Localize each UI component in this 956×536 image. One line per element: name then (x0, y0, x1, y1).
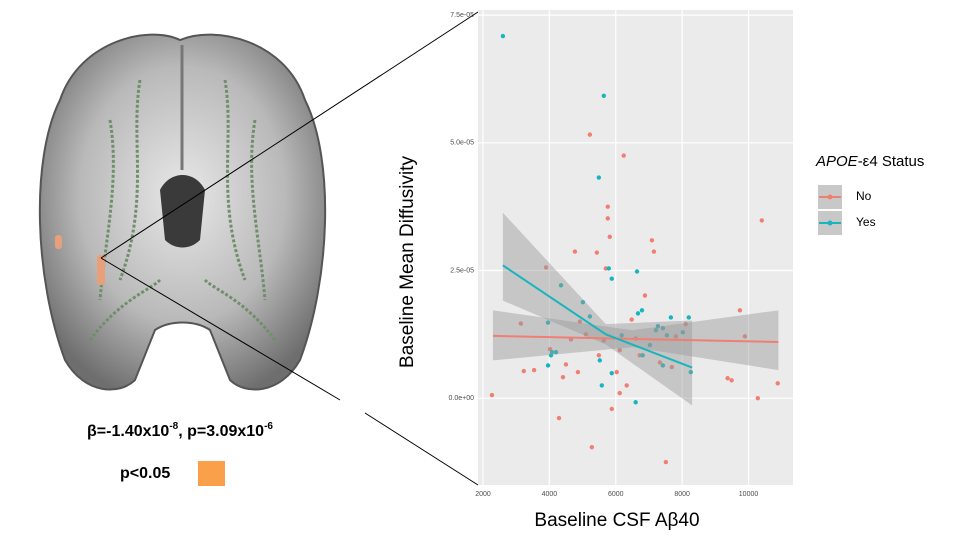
legend-label: No (856, 189, 872, 203)
point (652, 249, 656, 253)
x-axis-label: Baseline CSF Aβ40 (534, 510, 699, 531)
point (615, 370, 619, 374)
legend-dot (828, 221, 833, 226)
x-tick-label: 2000 (475, 491, 491, 498)
point (760, 218, 764, 222)
point (490, 393, 494, 397)
x-tick-label: 8000 (674, 491, 690, 498)
legend-dot (828, 195, 833, 200)
point (635, 269, 639, 273)
point (598, 358, 602, 362)
point (546, 363, 550, 367)
threshold-label: p<0.05 (120, 465, 170, 482)
x-tick-label: 4000 (542, 491, 558, 498)
point (557, 416, 561, 420)
p-exp: -6 (264, 421, 273, 432)
y-tick-label: 0.0e+00 (449, 395, 475, 402)
point (636, 311, 640, 315)
point (650, 238, 654, 242)
point (729, 378, 733, 382)
figure: β=-1.40x10-8, p=3.09x10-6 p<0.05 0.0e+00… (0, 0, 956, 531)
beta-text: β=-1.40x10 (87, 423, 169, 440)
point (725, 376, 729, 380)
point (622, 153, 626, 157)
point (588, 132, 592, 136)
point (756, 396, 760, 400)
point (607, 266, 611, 270)
point (669, 315, 673, 319)
legend-title-rest: -ε4 Status (858, 153, 925, 170)
point (564, 362, 568, 366)
legend-title: APOE-ε4 Status (815, 153, 924, 170)
point (597, 353, 601, 357)
brain-image (40, 35, 325, 390)
point (610, 371, 614, 375)
point (532, 368, 536, 372)
point (602, 94, 606, 98)
point (608, 235, 612, 239)
p-text: , p=3.09x10 (178, 423, 264, 440)
point (610, 276, 614, 280)
x-tick-label: 6000 (608, 491, 624, 498)
point (738, 308, 742, 312)
point (561, 375, 565, 379)
y-tick-label: 7.5e-05 (450, 12, 474, 19)
point (664, 460, 668, 464)
point (629, 317, 633, 321)
point (600, 383, 604, 387)
legend-label: Yes (856, 215, 876, 229)
y-tick-label: 2.5e-05 (450, 267, 474, 274)
stat-annotation: β=-1.40x10-8, p=3.09x10-6 (87, 421, 273, 441)
point (618, 391, 622, 395)
threshold-swatch (198, 461, 225, 486)
y-axis-label: Baseline Mean Diffusivity (397, 156, 418, 368)
legend-title-italic: APOE (815, 153, 859, 170)
point (606, 204, 610, 208)
point (606, 216, 610, 220)
x-tick-label: 10000 (739, 491, 759, 498)
point (633, 400, 637, 404)
point (522, 369, 526, 373)
point (610, 407, 614, 411)
point (776, 381, 780, 385)
point (640, 308, 644, 312)
point (573, 249, 577, 253)
y-tick-label: 5.0e-05 (450, 140, 474, 147)
point (576, 370, 580, 374)
point (643, 293, 647, 297)
point (501, 34, 505, 38)
point (597, 175, 601, 179)
point (590, 445, 594, 449)
zoom-line (365, 413, 478, 485)
point (687, 315, 691, 319)
point (625, 383, 629, 387)
point (595, 250, 599, 254)
